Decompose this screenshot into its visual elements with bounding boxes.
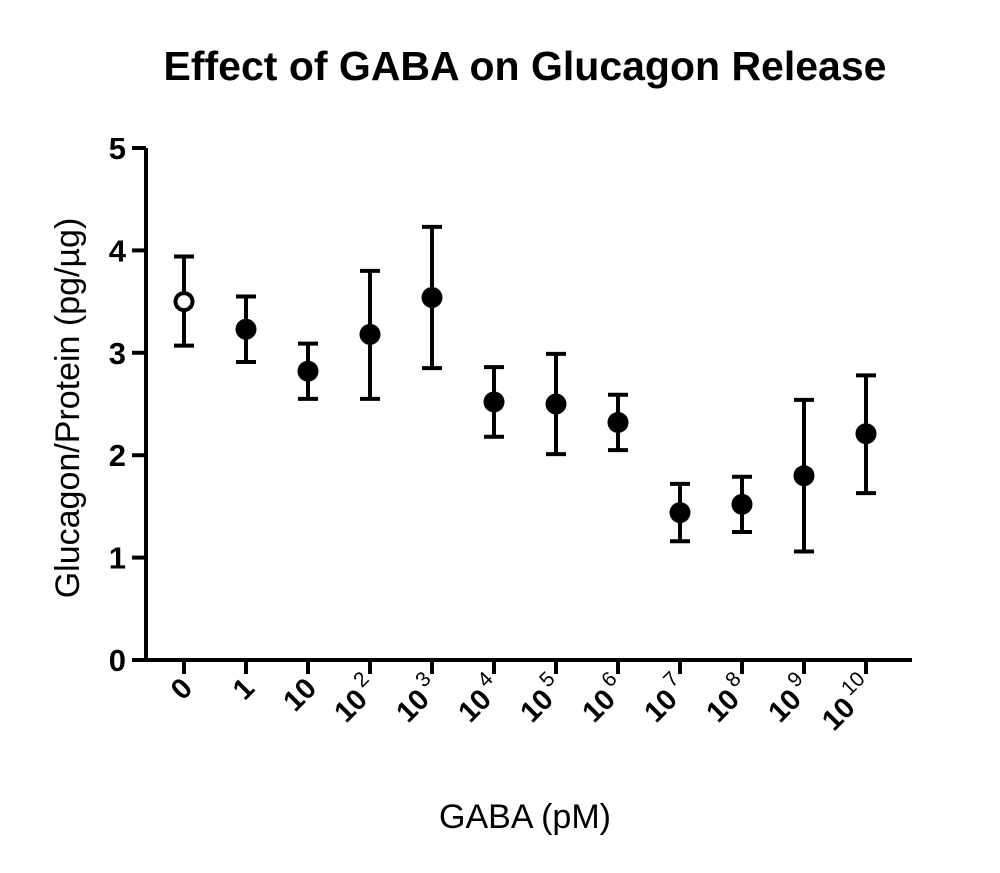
x-tick-label: 0 bbox=[165, 672, 199, 706]
x-tick-base: 0 bbox=[165, 672, 199, 706]
x-tick-base: 10 bbox=[278, 672, 323, 717]
x-tick-label: 105 bbox=[509, 667, 570, 728]
y-tick-label: 0 bbox=[109, 643, 126, 678]
y-tick-label: 4 bbox=[109, 233, 127, 268]
y-tick-label: 3 bbox=[109, 336, 126, 371]
x-tick-label: 106 bbox=[571, 667, 632, 728]
x-tick-label: 108 bbox=[695, 667, 756, 728]
x-tick-label: 103 bbox=[385, 667, 446, 728]
data-point bbox=[235, 318, 257, 340]
data-point-open bbox=[173, 291, 195, 313]
data-point bbox=[359, 323, 381, 345]
data-point bbox=[607, 411, 629, 433]
y-tick-label: 5 bbox=[109, 131, 126, 166]
data-point bbox=[545, 393, 567, 415]
data-point bbox=[669, 502, 691, 524]
chart-title: Effect of GABA on Glucagon Release bbox=[164, 43, 887, 89]
y-tick-label: 1 bbox=[109, 541, 126, 576]
data-point bbox=[421, 287, 443, 309]
data-point bbox=[297, 360, 319, 382]
x-tick-label: 109 bbox=[757, 667, 818, 728]
x-tick-label: 102 bbox=[323, 667, 384, 728]
data-point bbox=[855, 423, 877, 445]
data-point bbox=[793, 465, 815, 487]
x-tick-label: 107 bbox=[633, 667, 694, 728]
x-tick-base: 10 bbox=[816, 692, 861, 737]
x-tick-base: 1 bbox=[227, 672, 261, 706]
y-axis-label: Glucagon/Protein (pg/µg) bbox=[49, 218, 87, 599]
x-tick-label: 10 bbox=[278, 672, 323, 717]
data-point bbox=[483, 391, 505, 413]
x-tick-label: 104 bbox=[447, 667, 509, 729]
x-tick-label: 1010 bbox=[811, 667, 881, 737]
data-marks bbox=[173, 224, 877, 554]
x-tick-label: 1 bbox=[227, 672, 261, 706]
x-axis-label: GABA (pM) bbox=[439, 798, 611, 836]
y-tick-label: 2 bbox=[109, 438, 126, 473]
data-point bbox=[731, 493, 753, 515]
